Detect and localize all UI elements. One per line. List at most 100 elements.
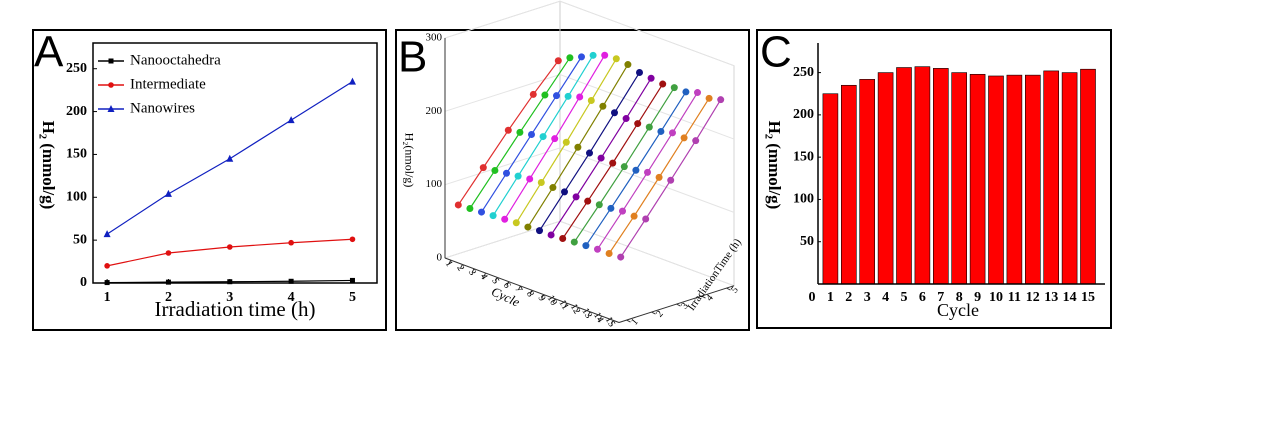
legend-label: Nanowires (130, 100, 195, 116)
x-tick-label: 2 (165, 290, 172, 305)
y-tick-label: 100 (66, 190, 87, 205)
legend-label: Nanooctahedra (130, 52, 221, 68)
marker (349, 236, 356, 243)
x-tick (564, 302, 568, 308)
grid-line (444, 147, 735, 213)
x-tick-label: 11 (556, 298, 570, 312)
x-axis-label: Cycle (937, 300, 979, 320)
marker (104, 280, 110, 286)
y-tick-label: 4 (704, 293, 716, 304)
data-point (564, 92, 572, 100)
marker (165, 250, 172, 256)
data-point (512, 219, 520, 227)
x-tick-label: 7 (512, 285, 524, 295)
y-axis (618, 285, 735, 323)
data-point (632, 166, 640, 174)
y-tick-label: 1 (629, 317, 641, 328)
x-tick-label: 14 (591, 311, 606, 325)
data-point (537, 179, 545, 187)
panel-letter: A (34, 28, 64, 77)
y-tick-label: 150 (66, 147, 87, 162)
data-point (611, 109, 618, 117)
z-tick-label: 300 (426, 32, 443, 44)
marker (348, 77, 356, 85)
data-point (514, 172, 522, 180)
y-tick (726, 287, 731, 291)
data-point (479, 164, 487, 172)
x-tick (448, 259, 452, 265)
data-point (524, 223, 532, 231)
data-point (541, 91, 549, 99)
x-tick (552, 298, 556, 304)
data-point (554, 57, 562, 65)
data-point (595, 201, 603, 209)
x-tick-label: 8 (956, 290, 963, 305)
panel-frame (756, 29, 1112, 329)
bar (1080, 68, 1096, 285)
data-point (617, 253, 625, 261)
data-point (647, 74, 655, 82)
legend-marker (108, 82, 114, 88)
data-point (578, 53, 585, 61)
data-point (630, 212, 638, 220)
data-point (680, 134, 688, 142)
x-tick (459, 264, 463, 269)
x-tick-label: 10 (989, 290, 1003, 305)
x-tick-label: 1 (443, 259, 455, 269)
panel-letter: B (398, 33, 427, 82)
data-line (106, 238, 353, 267)
x-tick-label: 15 (603, 315, 618, 329)
y-tick-label: 100 (793, 192, 814, 207)
data-point (570, 238, 578, 246)
z-axis-label: H₂(nmol/g) (402, 133, 416, 188)
x-tick-label: 13 (1044, 290, 1058, 305)
data-point (553, 92, 560, 100)
y-axis-label: IrradiationTime (h) (685, 236, 744, 313)
data-point (491, 166, 499, 174)
data-point (667, 176, 675, 184)
x-tick-label: 6 (919, 290, 926, 305)
data-point (694, 89, 701, 97)
data-point (559, 235, 567, 243)
legend-marker (108, 58, 114, 64)
y-axis-label: H₂ (mmol/g) (765, 121, 784, 210)
data-point (634, 120, 642, 128)
y-tick-label: 150 (793, 149, 814, 164)
data-point (601, 51, 609, 59)
data-point (636, 69, 643, 77)
data-point (605, 250, 613, 258)
bar (1025, 74, 1041, 285)
x-tick (471, 268, 475, 273)
data-point (504, 126, 512, 134)
data-point (582, 242, 590, 250)
x-tick-label: 5 (489, 276, 501, 286)
data-point (642, 215, 650, 223)
y-tick-label: 3 (679, 301, 691, 312)
y-tick (701, 295, 706, 299)
bar (951, 72, 968, 285)
x-tick-label: 6 (501, 280, 513, 290)
bar (1006, 74, 1023, 285)
marker (103, 230, 111, 238)
legend-label: Intermediate (130, 76, 206, 92)
data-point (489, 212, 497, 220)
x-tick-label: 9 (974, 290, 981, 305)
data-point (526, 175, 534, 183)
data-point (454, 201, 462, 209)
data-point (589, 51, 597, 59)
x-tick-label: 2 (845, 290, 852, 305)
panel-letter: C (760, 28, 792, 77)
data-point (551, 135, 559, 143)
data-point (528, 130, 535, 138)
x-tick-label: 9 (536, 293, 548, 303)
y-tick-label: 250 (66, 61, 87, 76)
x-tick (599, 315, 603, 321)
x-tick-label: 3 (864, 290, 871, 305)
data-point (516, 128, 524, 136)
data-point (622, 115, 630, 123)
data-point (607, 204, 615, 212)
data-point (609, 159, 617, 167)
y-tick-label: 200 (66, 104, 87, 119)
x-tick-label: 12 (568, 302, 583, 316)
